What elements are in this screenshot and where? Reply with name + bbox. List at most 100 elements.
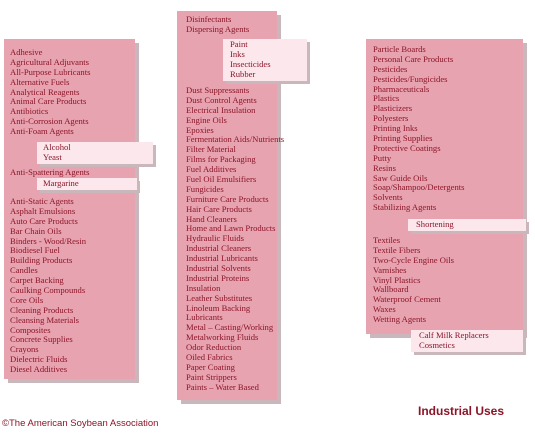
- right-column-list-2: Textiles Textile Fibers Two-Cycle Engine O…: [373, 235, 455, 325]
- right-column-list-1: Particle Boards Personal Care Products Pes…: [373, 44, 465, 213]
- list-item: Industrial Lubricants: [186, 253, 258, 264]
- list-item: Pesticides: [373, 63, 408, 74]
- list-item: Putty: [373, 152, 392, 163]
- middle-column-list-2: Dust Suppressants Dust Control Agents Elec…: [186, 85, 284, 393]
- list-item: Stabilizing Agents: [373, 202, 437, 213]
- list-item: Plasticizers: [373, 103, 413, 114]
- list-item: Home and Lawn Products: [186, 223, 276, 234]
- list-item: Vinyl Plastics: [373, 274, 421, 285]
- list-item: Pharmaceuticals: [373, 83, 430, 94]
- list-item: Personal Care Products: [373, 53, 454, 64]
- list-item: Textile Fibers: [373, 244, 421, 255]
- list-item: Caulking Compounds: [10, 285, 86, 296]
- list-item: Two-Cycle Engine Oils: [373, 254, 455, 265]
- list-item: Hydraulic Fluids: [186, 233, 245, 244]
- list-item: Yeast: [43, 151, 62, 162]
- list-item: All-Purpose Lubricants: [10, 66, 91, 77]
- caption-industrial-uses: Industrial Uses: [418, 404, 505, 418]
- copyright-text: ©The American Soybean Association: [2, 418, 159, 429]
- left-note-alcohol-yeast: Alcohol Yeast: [37, 142, 153, 164]
- list-item: Bar Chain Oils: [10, 225, 62, 236]
- list-item: Disinfectants: [186, 14, 232, 24]
- list-item: Biodiesel Fuel: [10, 245, 60, 256]
- list-item: Alternative Fuels: [10, 76, 70, 87]
- list-item: Lubricants: [186, 312, 223, 323]
- list-item: Crayons: [10, 344, 39, 355]
- left-note-margarine: Margarine: [37, 178, 137, 190]
- list-item: Paper Coating: [186, 361, 235, 372]
- list-item: Anti-Static Agents: [10, 196, 74, 206]
- list-item: Carpet Backing: [10, 275, 64, 286]
- list-item: Particle Boards: [373, 44, 426, 54]
- list-item: Analytical Reagents: [10, 86, 80, 97]
- list-item: Wallboard: [373, 284, 409, 295]
- list-item: Textiles: [373, 235, 401, 245]
- list-item: Electrical Insulation: [186, 104, 256, 115]
- middle-column-list-1: Disinfectants Dispersing Agents: [186, 14, 250, 35]
- right-column-panel: [366, 39, 523, 334]
- list-item: Protective Coatings: [373, 142, 441, 153]
- list-item: Varnishes: [373, 264, 407, 275]
- list-item: Furniture Care Products: [186, 193, 269, 204]
- list-item: Films for Packaging: [186, 154, 256, 165]
- list-item: Wetting Agents: [373, 314, 427, 325]
- list-item: Saw Guide Oils: [373, 172, 428, 183]
- list-item: Filter Material: [186, 144, 236, 155]
- list-item: Calf Milk Replacers: [419, 330, 489, 340]
- list-item: Printing Supplies: [373, 133, 433, 144]
- list-item: Diesel Additives: [10, 364, 68, 375]
- list-item: Industrial Cleaners: [186, 243, 252, 254]
- list-item: Polyesters: [373, 113, 409, 124]
- list-item: Paints – Water Based: [186, 381, 259, 392]
- list-item: Dielectric Fluids: [10, 354, 68, 365]
- list-item: Fuel Additives: [186, 164, 237, 175]
- left-column-list-3: Anti-Static Agents Asphalt Emulsions Auto …: [10, 196, 87, 375]
- list-item: Cleaning Products: [10, 304, 74, 315]
- list-item: Agricultural Adjuvants: [10, 56, 90, 67]
- list-item: Inks: [230, 48, 245, 59]
- list-item: Adhesive: [10, 47, 43, 57]
- list-item: Building Products: [10, 255, 73, 266]
- list-item: Hand Cleaners: [186, 213, 237, 224]
- list-item: Alcohol: [43, 142, 71, 152]
- list-item: Paint Strippers: [186, 371, 237, 382]
- list-item: Engine Oils: [186, 114, 227, 125]
- right-note-calf-milk: Calf Milk Replacers Cosmetics: [411, 330, 523, 352]
- list-item: Anti-Foam Agents: [10, 126, 74, 137]
- right-note-shortening: Shortening: [408, 219, 526, 231]
- list-item: Anti-Spattering Agents: [10, 167, 90, 177]
- left-column-panel: [4, 39, 135, 379]
- list-item: Metal – Casting/Working: [186, 322, 274, 333]
- list-item: Waterproof Cement: [373, 294, 441, 305]
- list-item: Insulation: [186, 282, 221, 293]
- list-item: Composites: [10, 324, 51, 335]
- list-item: Dust Suppressants: [186, 85, 250, 95]
- list-item: Dispersing Agents: [186, 23, 250, 34]
- list-item: Odor Reduction: [186, 342, 242, 353]
- list-item: Paint: [230, 39, 248, 49]
- list-item: Cosmetics: [419, 339, 455, 350]
- list-item: Dust Control Agents: [186, 94, 257, 105]
- list-item: Resins: [373, 162, 396, 173]
- list-item: Hair Care Products: [186, 203, 252, 214]
- list-item: Fungicides: [186, 183, 224, 194]
- list-item: Printing Inks: [373, 123, 418, 134]
- list-item: Antibiotics: [10, 106, 49, 117]
- list-item: Binders - Wood/Resin: [10, 235, 87, 246]
- list-item: Candles: [10, 265, 38, 276]
- list-item: Concrete Supplies: [10, 334, 73, 345]
- middle-note-paint-inks: Paint Inks Insecticides Rubber: [223, 39, 307, 81]
- list-item: Waxes: [373, 304, 396, 315]
- list-item: Plastics: [373, 93, 400, 104]
- left-column-list-2: Anti-Spattering Agents: [10, 167, 90, 178]
- list-item: Linoleum Backing: [186, 302, 251, 313]
- list-item: Auto Care Products: [10, 215, 78, 226]
- list-item: Epoxies: [186, 124, 214, 135]
- list-item: Leather Substitutes: [186, 292, 253, 303]
- list-item: Core Oils: [10, 294, 44, 305]
- list-item: Oiled Fabrics: [186, 352, 233, 363]
- list-item: Anti-Corrosion Agents: [10, 116, 89, 127]
- list-item: Industrial Solvents: [186, 263, 251, 274]
- list-item: Pesticides/Fungicides: [373, 73, 448, 84]
- list-item: Industrial Proteins: [186, 272, 250, 283]
